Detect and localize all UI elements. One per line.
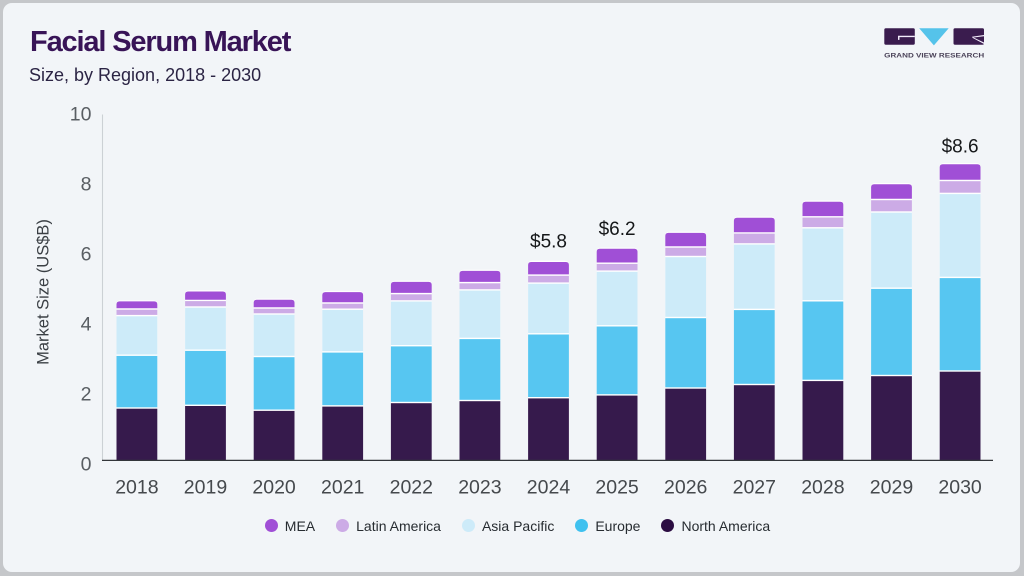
svg-text:2018: 2018 <box>115 477 158 499</box>
svg-text:$5.8: $5.8 <box>530 232 567 253</box>
svg-text:2019: 2019 <box>184 477 227 499</box>
svg-text:10: 10 <box>70 104 92 126</box>
svg-text:2021: 2021 <box>321 477 364 499</box>
svg-text:2025: 2025 <box>595 477 639 499</box>
svg-text:2: 2 <box>81 384 92 406</box>
svg-text:2024: 2024 <box>527 477 571 499</box>
svg-text:8: 8 <box>81 174 92 196</box>
svg-text:0: 0 <box>81 454 92 476</box>
svg-text:2023: 2023 <box>458 477 501 499</box>
svg-text:2020: 2020 <box>252 477 296 499</box>
svg-text:2026: 2026 <box>664 477 707 499</box>
svg-text:2029: 2029 <box>870 477 913 499</box>
svg-text:$8.6: $8.6 <box>942 137 979 158</box>
svg-text:2027: 2027 <box>733 477 776 499</box>
svg-text:2028: 2028 <box>801 477 844 499</box>
svg-text:6: 6 <box>81 244 92 266</box>
svg-text:4: 4 <box>81 314 92 336</box>
svg-text:$6.2: $6.2 <box>599 219 636 240</box>
svg-text:2022: 2022 <box>390 477 433 499</box>
svg-text:Market Size (US$B): Market Size (US$B) <box>35 219 53 365</box>
svg-text:2030: 2030 <box>938 477 982 499</box>
svg-text:GRAND VIEW RESEARCH: GRAND VIEW RESEARCH <box>884 52 984 59</box>
